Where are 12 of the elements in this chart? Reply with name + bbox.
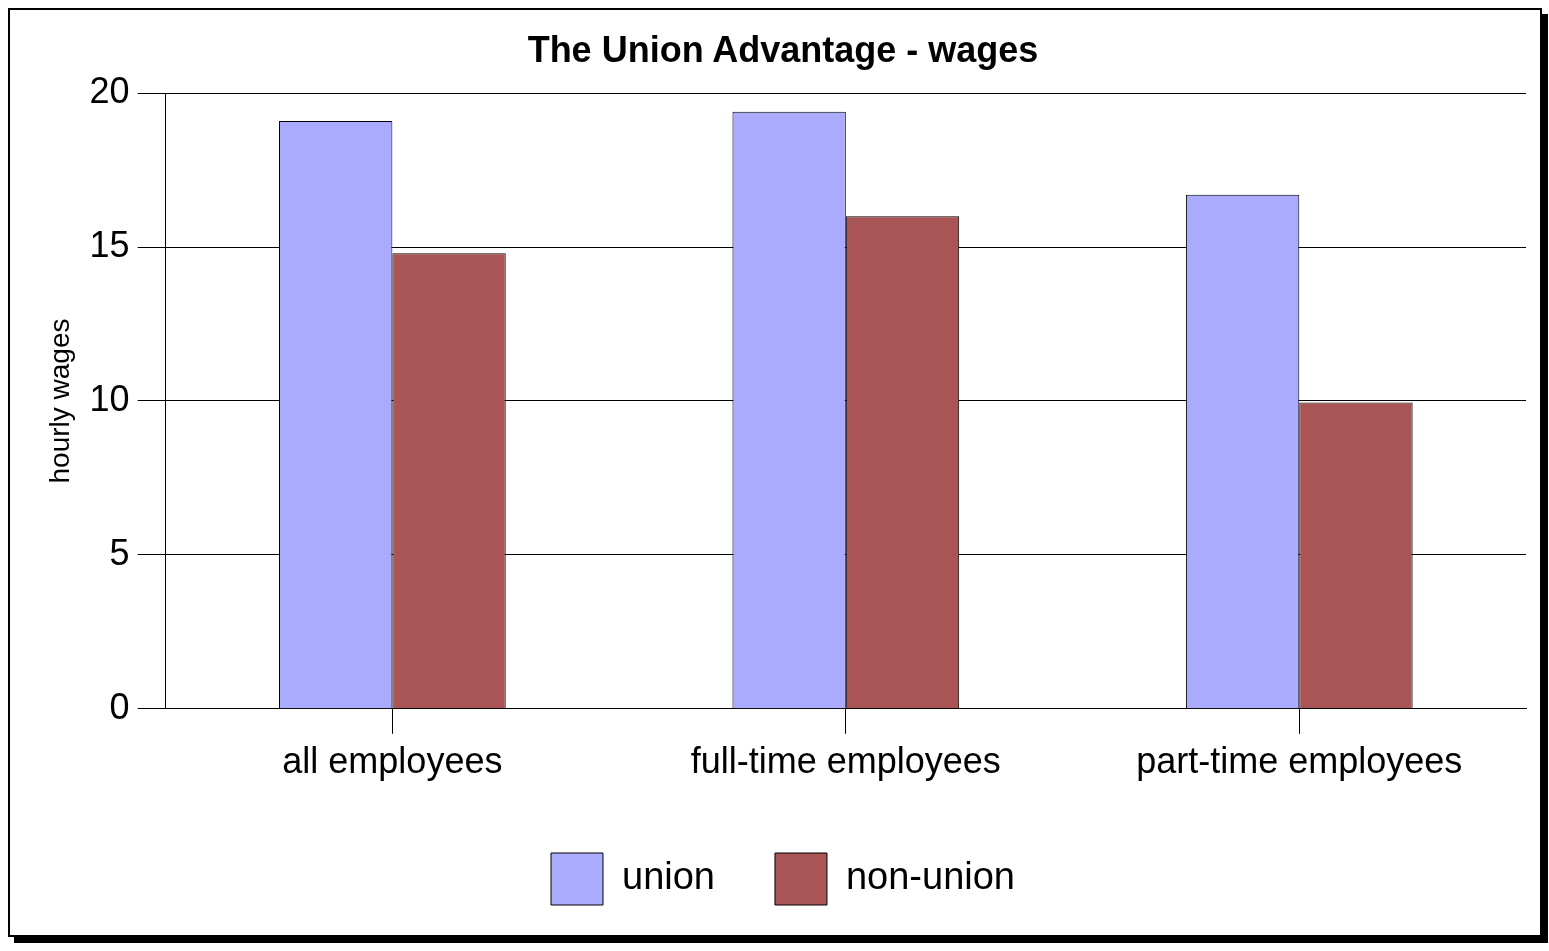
x-tick-label: part-time employees [1136, 740, 1463, 782]
x-tick-label: all employees [282, 740, 503, 782]
y-tick-label: 10 [89, 377, 130, 419]
y-tick-label: 20 [89, 70, 130, 112]
legend-label: non-union [845, 855, 1016, 898]
y-axis-title: hourly wages [43, 318, 75, 484]
y-tick-label: 0 [109, 685, 130, 727]
y-tick-label: 5 [109, 531, 130, 573]
x-tick-label: full-time employees [690, 740, 1001, 782]
legend-label: union [621, 855, 715, 898]
y-tick-label: 15 [89, 224, 130, 266]
chart-title: The Union Advantage - wages [527, 28, 1039, 70]
